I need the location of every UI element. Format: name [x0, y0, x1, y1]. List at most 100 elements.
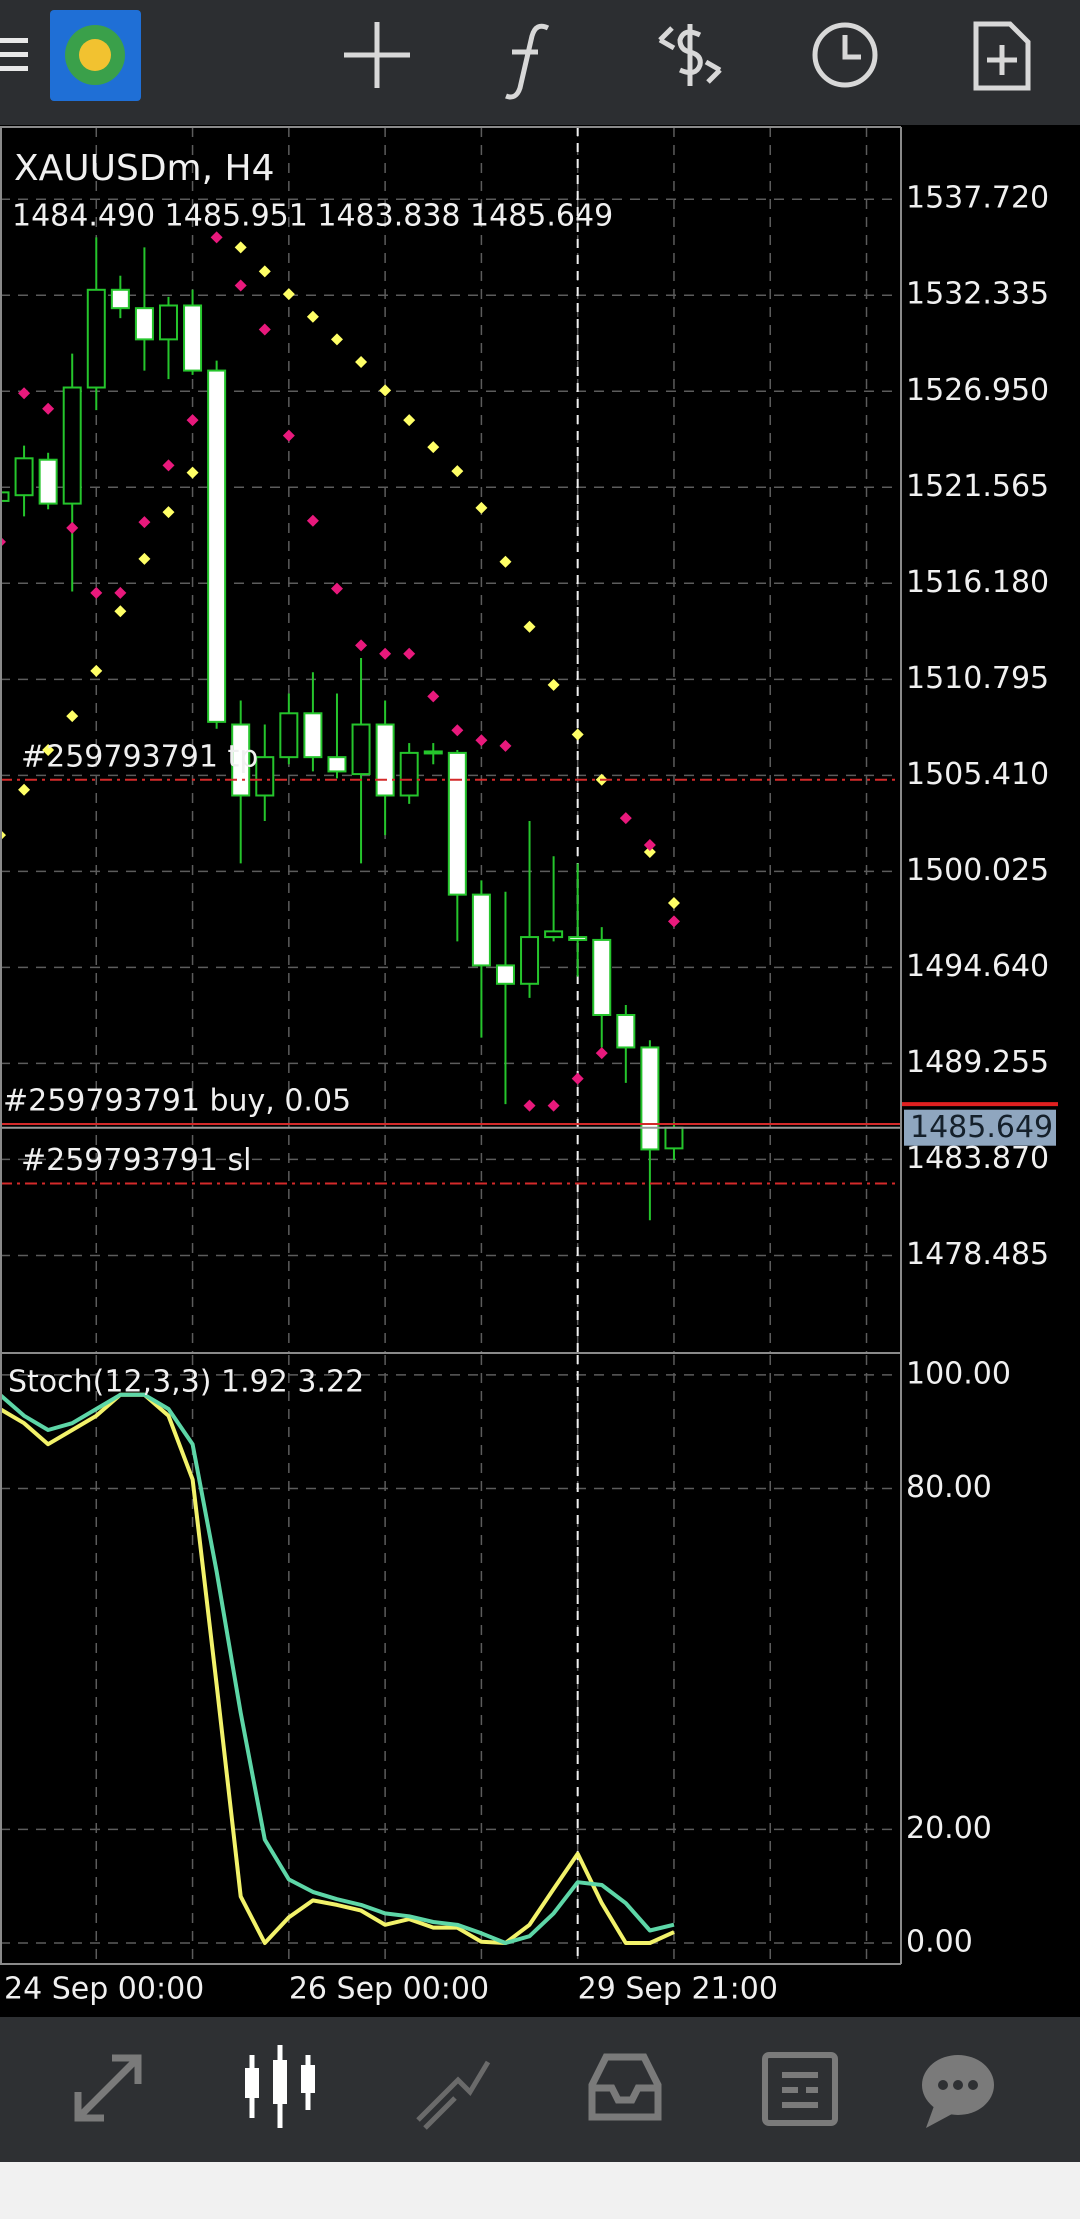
stochastic-chart: [0, 1355, 901, 1964]
x-tick-label: 29 Sep 21:00: [578, 1972, 778, 2007]
sar-dot: [547, 1099, 560, 1112]
indicator-title: Stoch(12,3,3) 1.92 3.22: [8, 1365, 364, 1400]
y-tick-label: 1494.640: [906, 949, 1049, 984]
candle-body: [664, 1126, 684, 1150]
sar-dot: [571, 1072, 584, 1085]
candle-body: [544, 930, 564, 939]
candle-body: [327, 756, 347, 773]
sar-dot: [114, 586, 127, 599]
sar-dot: [18, 387, 31, 400]
candle-body: [471, 893, 491, 967]
candle-body: [399, 751, 419, 797]
candle-body: [231, 723, 251, 797]
news-tab[interactable]: [762, 2052, 838, 2126]
app-logo[interactable]: [50, 10, 141, 101]
plot-area: [0, 127, 901, 1352]
candle-body: [62, 386, 82, 505]
sar-dot: [90, 586, 103, 599]
plot-area: [0, 1355, 901, 1964]
trade-tab[interactable]: [416, 2060, 491, 2130]
sar-dot: [42, 744, 55, 757]
sar-dot: [451, 465, 464, 478]
sar-dot: [42, 402, 55, 415]
candle-body: [423, 750, 443, 755]
y-tick-label: 100.00: [906, 1356, 1011, 1391]
candle-body: [255, 756, 275, 797]
sar-dot: [258, 323, 271, 336]
sar-dot: [306, 514, 319, 527]
y-tick-label: 1526.950: [906, 373, 1049, 408]
sar-dot: [379, 647, 392, 660]
history-tab[interactable]: [588, 2053, 662, 2121]
sar-dot: [475, 734, 488, 747]
candle-body: [38, 458, 58, 505]
menu-button[interactable]: [0, 38, 28, 71]
indicators-button[interactable]: [505, 23, 550, 100]
candle-body: [640, 1046, 660, 1151]
candle-body: [158, 304, 178, 341]
candle-body: [134, 307, 154, 341]
sar-dot: [330, 582, 343, 595]
y-tick-label: 1532.335: [906, 277, 1049, 312]
system-bar: [0, 2162, 1080, 2219]
sar-dot: [114, 605, 127, 618]
y-tick-label: 1489.255: [906, 1045, 1049, 1080]
sar-dot: [451, 724, 464, 737]
sar-dot: [210, 231, 223, 244]
order-label: #259793791 buy, 0.05: [3, 1083, 351, 1118]
messages-tab[interactable]: [922, 2055, 994, 2128]
sar-dot: [499, 555, 512, 568]
sar-dot: [355, 639, 368, 652]
y-tick-label: 0.00: [906, 1924, 973, 1959]
sar-dot: [427, 690, 440, 703]
sar-dot: [138, 516, 151, 529]
y-tick-label: 1516.180: [906, 565, 1049, 600]
sar-dot: [379, 384, 392, 397]
sar-dot: [643, 846, 656, 859]
sar-dot: [186, 414, 199, 427]
x-tick-label: 26 Sep 00:00: [289, 1972, 489, 2007]
order-label: #259793791 tp: [21, 739, 258, 774]
candle-body: [14, 457, 34, 497]
y-tick-label: 80.00: [906, 1470, 992, 1505]
y-tick-label: 1521.565: [906, 469, 1049, 504]
sar-dot: [330, 333, 343, 346]
candle-body: [86, 288, 106, 389]
sar-dot: [162, 459, 175, 472]
candle-body: [0, 491, 10, 502]
new-order-button[interactable]: [973, 21, 1031, 91]
crosshair-button[interactable]: [344, 22, 410, 88]
toolbar-bg: [0, 0, 1080, 125]
candle-body: [616, 1013, 636, 1049]
sar-dot: [90, 664, 103, 677]
sar-dot: [162, 506, 175, 519]
y-tick-label: 1500.025: [906, 853, 1049, 888]
bottom-nav: [0, 2017, 1080, 2219]
ohlc-readout: 1484.490 1485.951 1483.838 1485.649: [12, 199, 613, 234]
candle-body: [110, 288, 130, 310]
sar-dot: [403, 414, 416, 427]
candle-body: [303, 712, 323, 759]
main-chart: #259793791 tp #259793791 buy, 0.05 #259793…: [0, 127, 1058, 1352]
history-button[interactable]: [812, 22, 878, 88]
quotes-tab[interactable]: [74, 2054, 142, 2122]
y-tick-label: 1483.870: [906, 1141, 1049, 1176]
trade-button[interactable]: [658, 24, 722, 86]
toolbar: [0, 0, 1080, 125]
candle-body: [447, 751, 467, 896]
sar-dot: [138, 552, 151, 565]
sar-dot: [18, 783, 31, 796]
sar-dot: [643, 839, 656, 852]
chart-tab[interactable]: [245, 2045, 315, 2128]
candle-body: [495, 964, 515, 985]
x-tick-label: 24 Sep 00:00: [4, 1972, 204, 2007]
sar-dot: [499, 739, 512, 752]
candle-body: [592, 938, 612, 1016]
sar-dot: [595, 1047, 608, 1060]
sar-dot: [523, 620, 536, 633]
y-tick-label: 1505.410: [906, 757, 1049, 792]
sar-dot: [427, 441, 440, 454]
sar-dot: [66, 521, 79, 534]
candle-body: [375, 723, 395, 797]
